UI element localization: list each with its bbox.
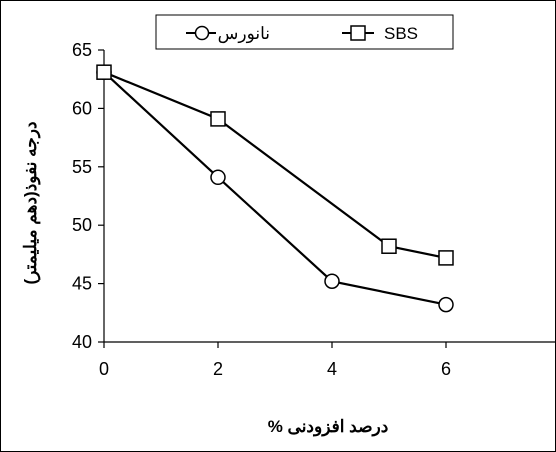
legend-item-nanoclay: نانورس bbox=[186, 24, 270, 44]
data-point-circle bbox=[324, 273, 340, 290]
x-tick-label: 4 bbox=[327, 359, 337, 379]
y-axis-title: درجه نفوذ(دهم میلیمتر) bbox=[21, 121, 41, 284]
series-layer bbox=[96, 64, 454, 313]
series-sbs bbox=[96, 64, 454, 266]
x-tick-label: 2 bbox=[213, 359, 223, 379]
series-line-nanoclay bbox=[103, 71, 447, 306]
data-point-square bbox=[96, 64, 112, 80]
legend-label-sbs: SBS bbox=[384, 24, 418, 43]
y-tick-label: 55 bbox=[72, 157, 92, 177]
y-tick-label: 60 bbox=[72, 98, 92, 118]
x-tick-label: 6 bbox=[441, 359, 451, 379]
axes bbox=[98, 49, 556, 348]
y-tick-label: 65 bbox=[72, 40, 92, 60]
x-tick-label: 8 bbox=[555, 359, 556, 379]
data-point-square bbox=[381, 238, 397, 254]
series-line-sbs bbox=[103, 71, 447, 259]
data-point-circle bbox=[438, 296, 454, 313]
data-point-square bbox=[438, 250, 454, 266]
legend: نانورس SBS bbox=[155, 14, 454, 50]
data-point-square bbox=[210, 111, 226, 127]
legend-square-marker bbox=[350, 25, 366, 41]
legend-item-sbs: SBS bbox=[342, 24, 418, 43]
y-tick-label: 45 bbox=[72, 274, 92, 294]
legend-circle-marker bbox=[194, 25, 210, 41]
tick-labels: 40 45 50 55 60 65 0 2 4 6 8 bbox=[72, 40, 556, 379]
data-point-circle bbox=[210, 169, 226, 186]
x-axis-title: درصد افزودنی % bbox=[268, 417, 389, 437]
x-tick-label: 0 bbox=[99, 359, 109, 379]
legend-label-nanoclay: نانورس bbox=[218, 24, 270, 44]
y-tick-label: 40 bbox=[72, 332, 92, 352]
y-tick-label: 50 bbox=[72, 215, 92, 235]
